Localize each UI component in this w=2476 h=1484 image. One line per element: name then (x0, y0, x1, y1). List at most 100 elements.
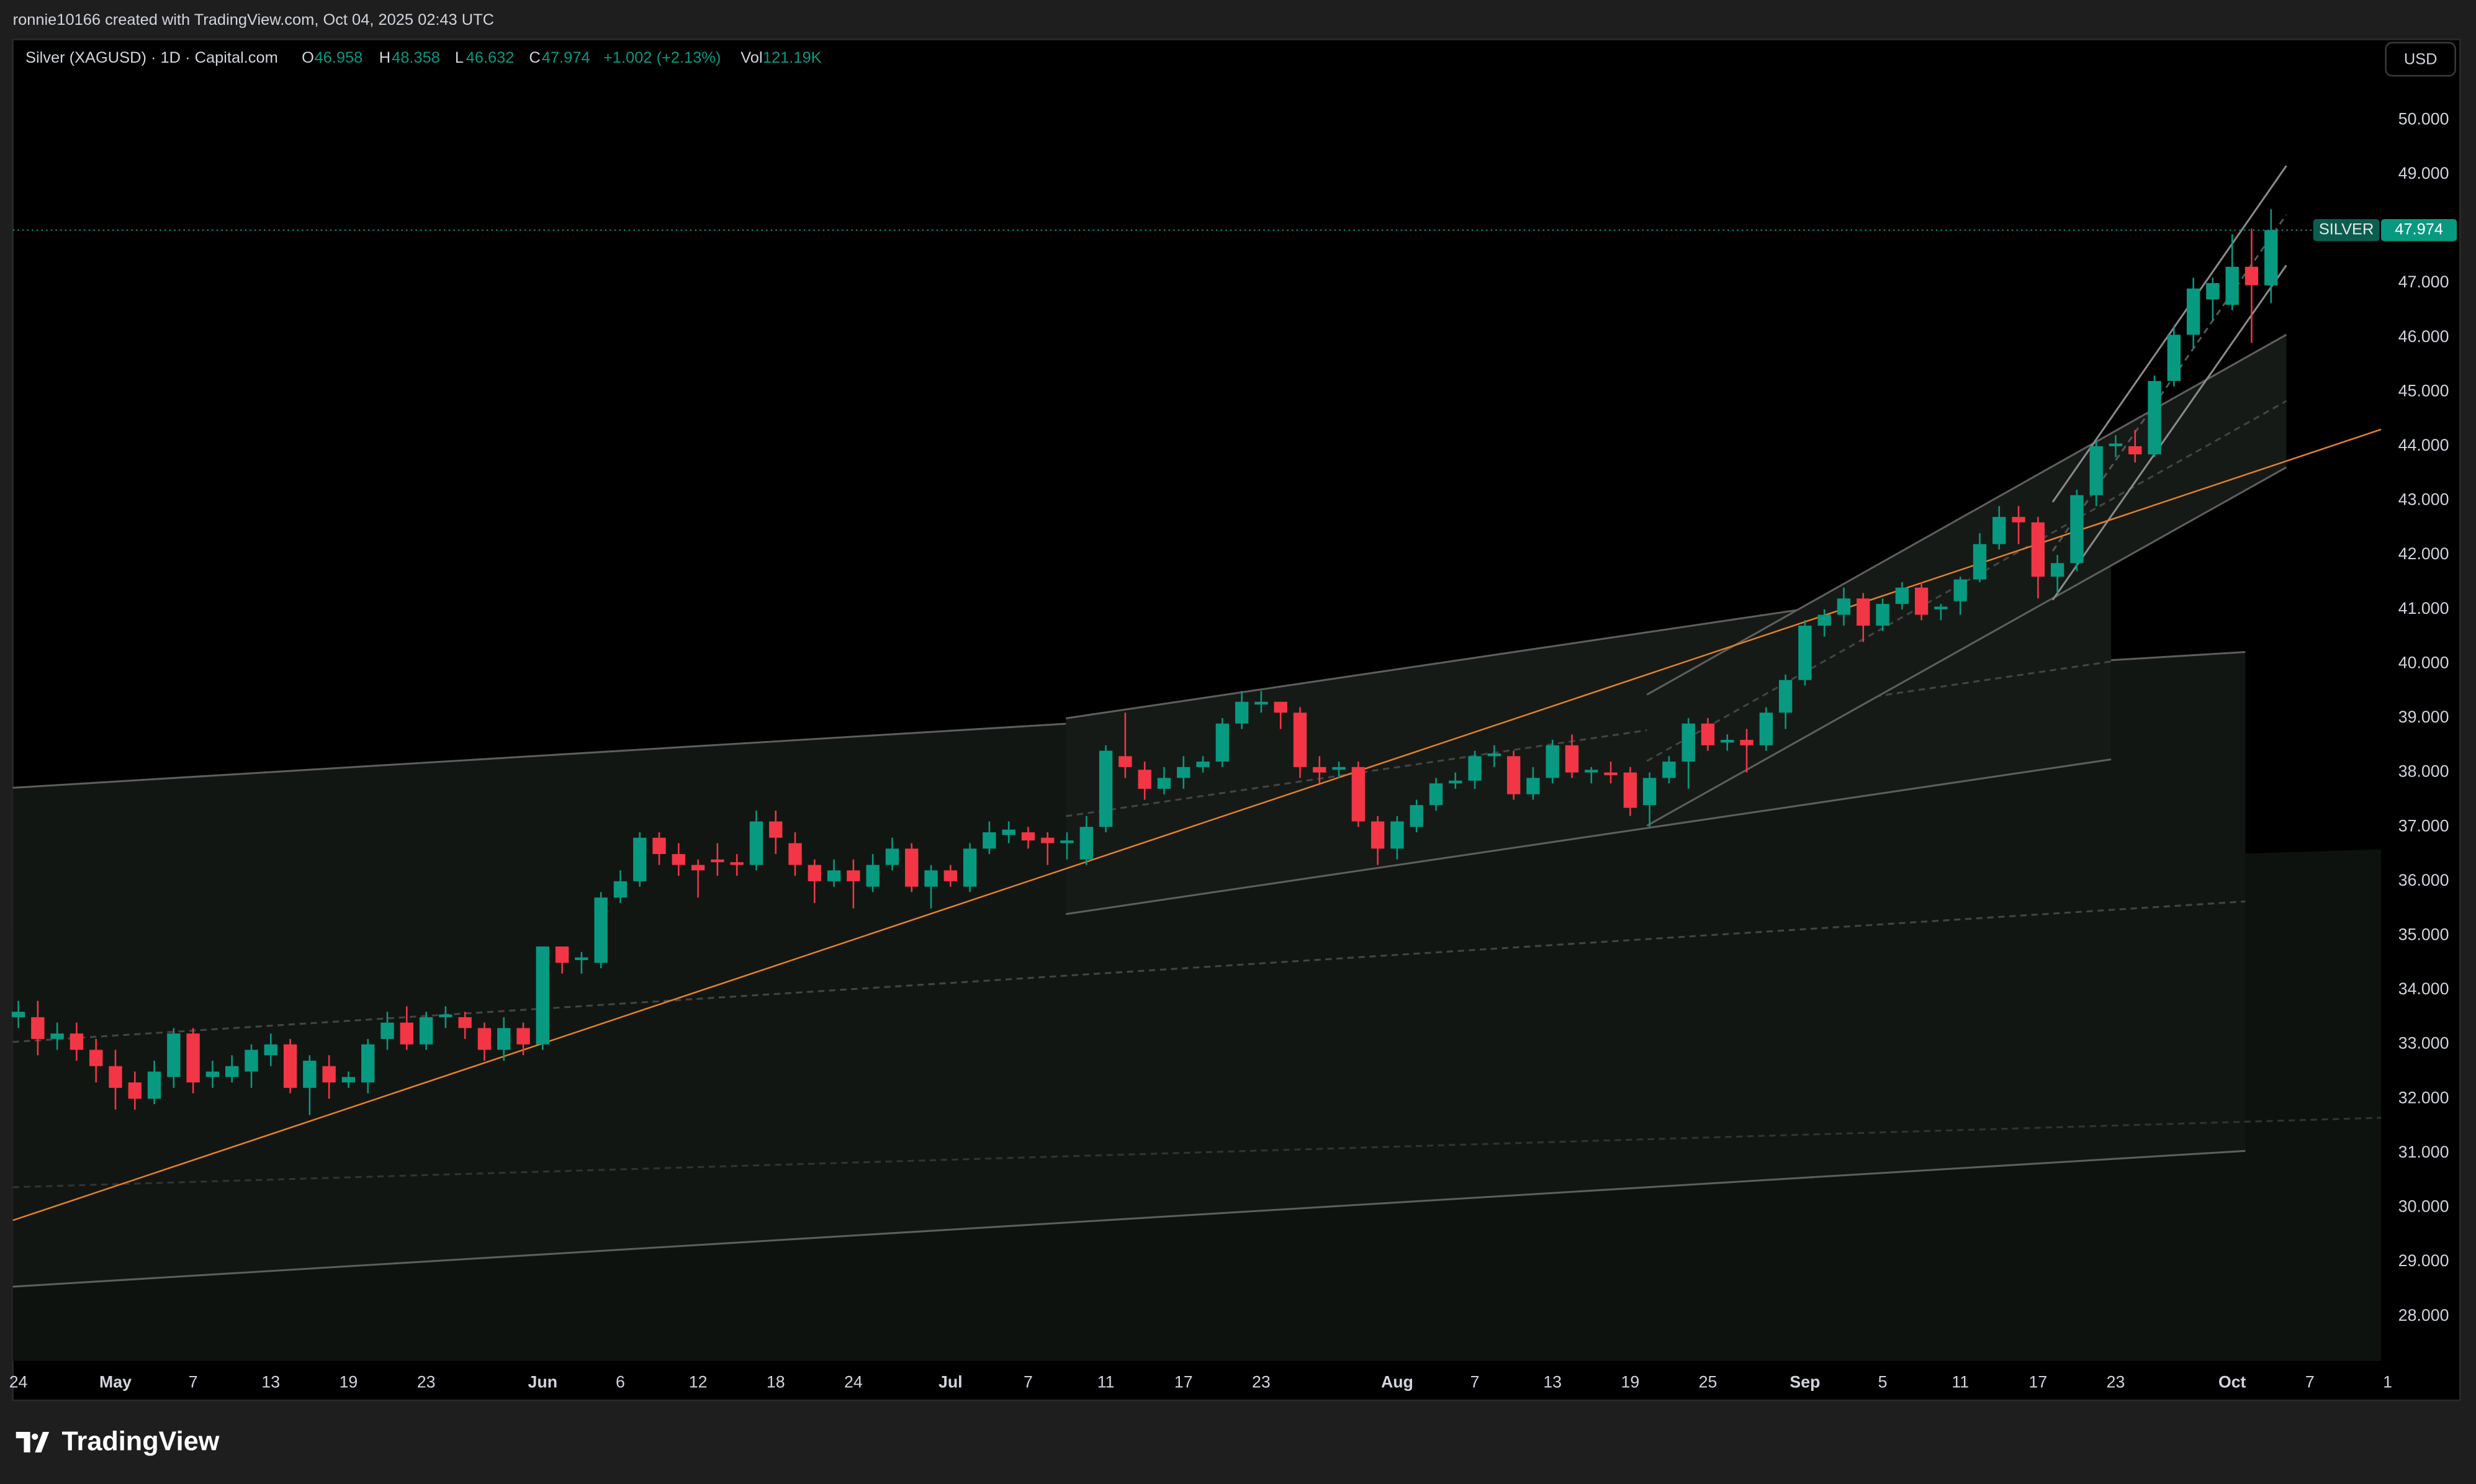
candle-body (1196, 762, 1210, 767)
candle-body (2109, 443, 2123, 446)
candle-body (691, 865, 705, 871)
x-tick-label: 7 (189, 1372, 198, 1391)
candle-body (497, 1028, 511, 1050)
candle-body (109, 1066, 122, 1088)
trend-line (1066, 758, 2112, 915)
candle-body (575, 957, 588, 960)
candle-body (303, 1060, 317, 1088)
candle-body (128, 1082, 142, 1099)
x-tick-label: 7 (1470, 1372, 1480, 1391)
x-tick-label: 11 (1097, 1372, 1115, 1391)
candle-body (439, 1014, 452, 1017)
ohlc-label: L (455, 49, 464, 66)
candle-body (2070, 495, 2084, 564)
x-tick-label: Sep (1789, 1372, 1820, 1391)
candle-body (2244, 266, 2259, 286)
candle-body (555, 946, 569, 963)
candle-body (1119, 756, 1132, 767)
candle-body (633, 837, 647, 881)
y-tick-label: 34.000 (2398, 979, 2449, 998)
y-tick-label: 42.000 (2398, 544, 2449, 563)
candle-body (31, 1017, 45, 1039)
candle-body (1857, 598, 1870, 626)
candle-body (1021, 832, 1035, 841)
candle-body (1642, 778, 1657, 806)
candle-body (264, 1044, 277, 1056)
x-tick-label: 7 (1024, 1372, 1033, 1391)
x-tick-label: Jul (939, 1372, 963, 1391)
candle-body (847, 870, 860, 881)
candle-body (477, 1028, 492, 1050)
x-tick-label: 17 (2029, 1372, 2048, 1391)
y-tick-label: 37.000 (2398, 816, 2449, 835)
x-tick-label: 24 (844, 1372, 863, 1391)
candle-body (788, 843, 802, 865)
y-tick-label: 29.000 (2398, 1251, 2449, 1270)
candle-body (1973, 544, 1987, 580)
candle-body (1585, 770, 1598, 773)
candle-body (1429, 783, 1443, 806)
candle-body (1681, 723, 1695, 762)
candle-body (1157, 778, 1171, 789)
y-tick-label: 50.000 (2398, 109, 2449, 128)
y-tick-label: 41.000 (2398, 599, 2449, 618)
candle-body (341, 1077, 356, 1083)
candle-body (1177, 767, 1191, 778)
trend-line (1646, 466, 2287, 827)
price-tag-box (2381, 218, 2457, 241)
x-tick-label: 7 (2305, 1372, 2315, 1391)
change: +1.002 (+2.13%) (603, 49, 721, 66)
symbol-tag: SILVER (2319, 220, 2374, 238)
candle-body (400, 1022, 413, 1045)
candle-body (1371, 821, 1385, 849)
logo-text: TradingView (62, 1426, 220, 1456)
x-tick-label: 25 (1699, 1372, 1717, 1391)
x-tick-label: 6 (616, 1372, 625, 1391)
y-tick-label: 45.000 (2398, 381, 2449, 400)
candle-body (1604, 772, 1618, 776)
candle-body (1351, 767, 1366, 822)
x-tick-label: 23 (2107, 1372, 2125, 1391)
currency-button[interactable] (2385, 42, 2456, 77)
candle-body (1332, 767, 1346, 770)
candle-body (1506, 756, 1521, 794)
candle-body (885, 848, 899, 865)
x-tick-label: May (99, 1372, 132, 1391)
candle-body (1546, 745, 1559, 778)
candle-body (1002, 829, 1015, 835)
candle-body (2050, 563, 2064, 577)
trend-line (12, 1149, 2246, 1288)
x-tick-label: 13 (261, 1372, 280, 1391)
candle-body (245, 1050, 258, 1072)
candle-body (147, 1071, 161, 1099)
candle-body (2128, 446, 2142, 455)
price-tag: 47.974 (2395, 220, 2443, 238)
ohlc-value: 47.974 (542, 49, 590, 66)
candle-body (1235, 701, 1249, 724)
candle-body (1215, 723, 1230, 762)
symbol-tag-box (2313, 218, 2380, 241)
candle-body (1759, 713, 1773, 745)
currency[interactable]: USD (2404, 50, 2438, 68)
y-tick-label: 38.000 (2398, 762, 2449, 781)
candle-body (905, 848, 919, 887)
candle-body (672, 854, 685, 865)
x-tick-label: Jun (528, 1372, 557, 1391)
candle-body (1526, 778, 1540, 794)
candle-body (1895, 587, 1909, 605)
candle-body (594, 897, 608, 963)
trend-line (12, 1117, 2382, 1189)
ohlc-label: O (302, 49, 314, 66)
candle-body (70, 1033, 84, 1050)
candle-body (1468, 756, 1482, 781)
candle-body (1293, 713, 1307, 767)
trend-line (2051, 165, 2287, 503)
candle-body (769, 821, 783, 838)
candle-body (186, 1033, 200, 1083)
ohlc-value: 46.632 (466, 49, 515, 66)
candle-body (1313, 767, 1326, 773)
candle-body (2031, 522, 2045, 577)
candle-body (1662, 762, 1676, 778)
